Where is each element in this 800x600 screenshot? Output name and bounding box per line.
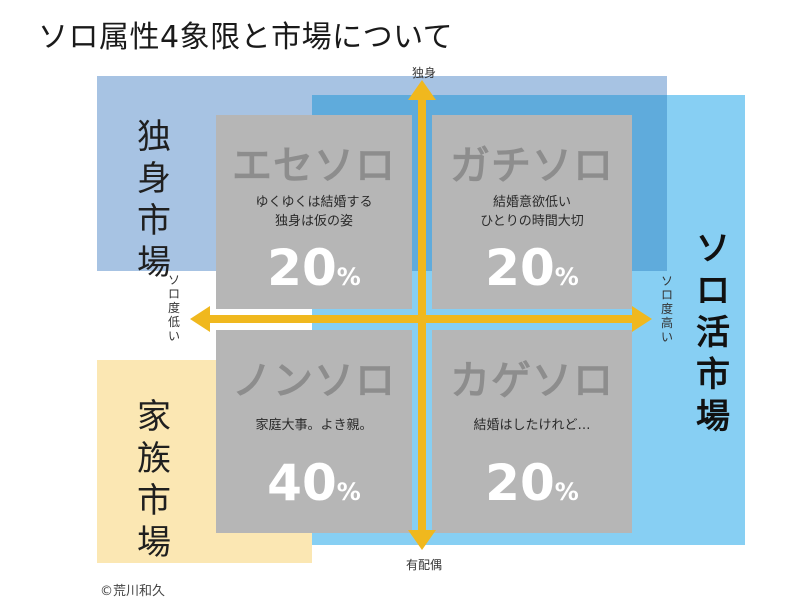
quadrant-percent: 20%: [485, 239, 579, 297]
copyright-notice: ©荒川和久: [100, 584, 166, 599]
quadrant-name: ガチソロ: [450, 143, 614, 189]
quadrant-percent: 40%: [267, 454, 361, 512]
vertical-axis-line: [418, 96, 426, 533]
arrow-down-head: [408, 530, 436, 550]
axis-label-single: 独身: [411, 66, 436, 80]
quadrant-percent: 20%: [267, 239, 361, 297]
axis-label-low-solo: ソロ度低い: [167, 273, 180, 343]
quadrant-name: ノンソロ: [232, 358, 396, 404]
quadrant-ese-solo: エセソロ ゆくゆくは結婚する 独身は仮の姿 20%: [216, 115, 412, 309]
arrow-right-head: [632, 306, 652, 332]
quadrant-name: エセソロ: [232, 143, 396, 189]
page-title: ソロ属性4象限と市場について: [38, 20, 454, 55]
quadrant-description: 結婚意欲低い ひとりの時間大切: [480, 195, 584, 229]
family-market-label: 家族市場: [137, 397, 171, 563]
quadrant-percent: 20%: [485, 454, 579, 512]
axis-label-married: 有配偶: [405, 558, 442, 572]
horizontal-axis-line: [208, 315, 634, 323]
quadrant-description: 家庭大事。よき親。: [255, 418, 373, 433]
quadrant-non-solo: ノンソロ 家庭大事。よき親。 40%: [216, 330, 412, 533]
quadrant-description: ゆくゆくは結婚する 独身は仮の姿: [255, 195, 373, 229]
quadrant-gachi-solo: ガチソロ 結婚意欲低い ひとりの時間大切 20%: [432, 115, 632, 309]
quadrant-kage-solo: カゲソロ 結婚はしたけれど… 20%: [432, 330, 632, 533]
solo-market-label: ソロ活市場: [696, 229, 730, 437]
single-market-label: 独身市場: [137, 117, 171, 283]
quadrant-description: 結婚はしたけれど…: [473, 418, 591, 433]
axis-label-high-solo: ソロ度高い: [660, 274, 673, 344]
arrow-up-head: [408, 80, 436, 100]
arrow-left-head: [190, 306, 210, 332]
quadrant-name: カゲソロ: [450, 358, 614, 404]
